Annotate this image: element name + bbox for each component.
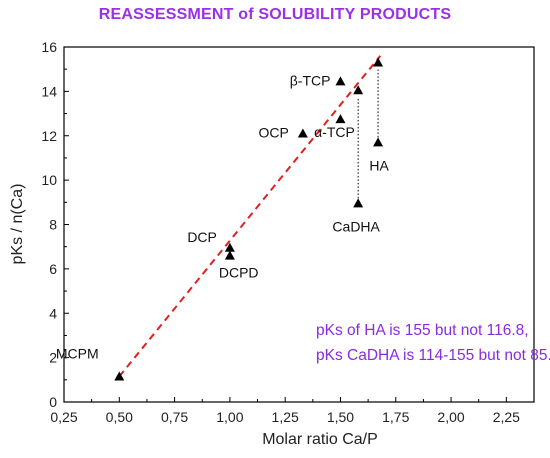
x-tick-label: 2,25 bbox=[493, 409, 520, 425]
point-marker bbox=[114, 371, 125, 381]
point-marker bbox=[353, 85, 364, 95]
point-marker bbox=[373, 57, 384, 67]
point-labels: MCPM DCP DCPD OCP β-TCP α-TCP HA CaDHA bbox=[56, 72, 390, 361]
x-tick-label: 2,00 bbox=[437, 409, 464, 425]
point-label: DCPD bbox=[219, 265, 259, 281]
y-tick-label: 10 bbox=[41, 172, 57, 188]
x-tick-label: 0,25 bbox=[50, 409, 77, 425]
x-tick-label: 1,50 bbox=[327, 409, 354, 425]
x-tick-label: 1,00 bbox=[216, 409, 243, 425]
chart-title: REASSESSMENT of SOLUBILITY PRODUCTS bbox=[98, 6, 452, 23]
point-label: HA bbox=[369, 157, 389, 173]
arrows bbox=[357, 69, 379, 199]
y-tick-label: 6 bbox=[49, 261, 57, 277]
x-tick-label: 1,75 bbox=[382, 409, 409, 425]
point-marker bbox=[297, 128, 308, 138]
y-axis-title: pKs / n(Ca) bbox=[9, 184, 26, 265]
y-tick-label: 4 bbox=[49, 305, 57, 321]
annotation-line-2: pKs CaDHA is 114-155 but not 85. bbox=[316, 347, 550, 364]
y-tick-label: 0 bbox=[49, 394, 57, 410]
point-label: MCPM bbox=[56, 345, 99, 361]
x-axis-title: Molar ratio Ca/P bbox=[262, 431, 378, 448]
point-label: α-TCP bbox=[314, 124, 355, 140]
data-points bbox=[114, 57, 384, 381]
point-label: OCP bbox=[259, 125, 289, 141]
y-tick-label: 16 bbox=[41, 39, 57, 55]
point-marker bbox=[224, 250, 235, 260]
point-label: DCP bbox=[187, 229, 217, 245]
y-axis: 0 2 4 6 8 10 12 14 16 bbox=[41, 39, 69, 410]
point-marker bbox=[353, 198, 364, 208]
point-marker bbox=[335, 114, 346, 124]
x-tick-label: 1,25 bbox=[272, 409, 299, 425]
point-label: β-TCP bbox=[290, 72, 331, 88]
y-tick-label: 2 bbox=[49, 350, 57, 366]
trend-line-path bbox=[118, 55, 382, 378]
y-tick-label: 8 bbox=[49, 217, 57, 233]
point-marker bbox=[335, 76, 346, 86]
point-label: CaDHA bbox=[332, 218, 380, 234]
trend-line bbox=[118, 55, 382, 378]
y-tick-label: 12 bbox=[41, 128, 57, 144]
point-marker bbox=[373, 137, 384, 147]
y-tick-label: 14 bbox=[41, 83, 57, 99]
point-marker bbox=[224, 242, 235, 252]
x-tick-label: 0,50 bbox=[106, 409, 133, 425]
annotation-line-1: pKs of HA is 155 but not 116.8, bbox=[316, 322, 529, 339]
x-axis: 0,25 0,50 0,75 1,00 1,25 1,50 1,75 2,00 2,25 bbox=[50, 397, 520, 425]
x-tick-label: 0,75 bbox=[161, 409, 188, 425]
